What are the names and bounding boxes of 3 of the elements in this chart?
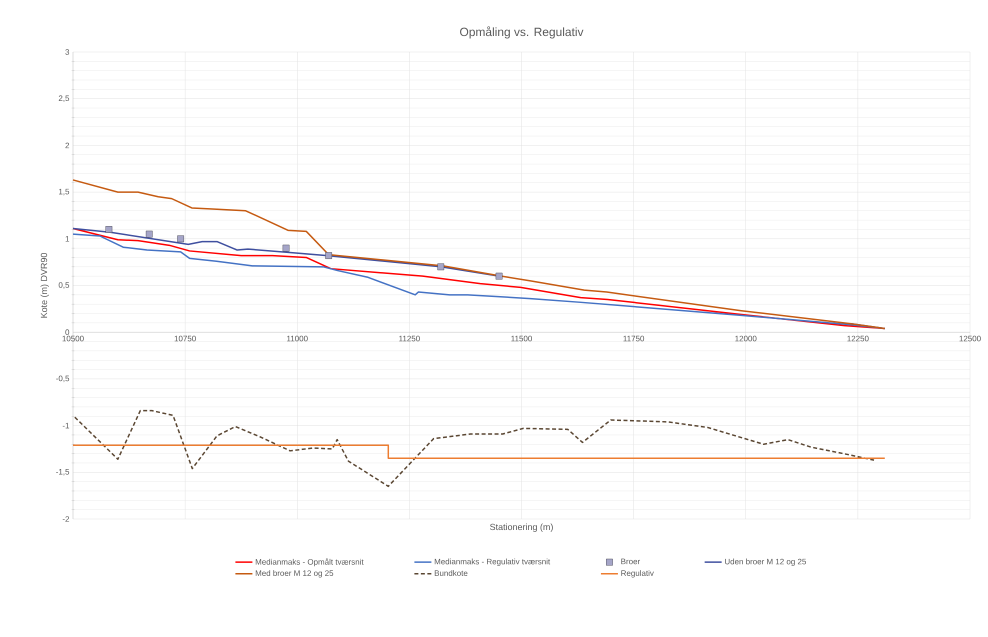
- x-axis-title: Stationering (m): [490, 524, 553, 532]
- chart-title: Opmåling vs. Regulativ: [460, 26, 584, 38]
- y-axis-title: Kote (m) DVR90: [40, 252, 49, 318]
